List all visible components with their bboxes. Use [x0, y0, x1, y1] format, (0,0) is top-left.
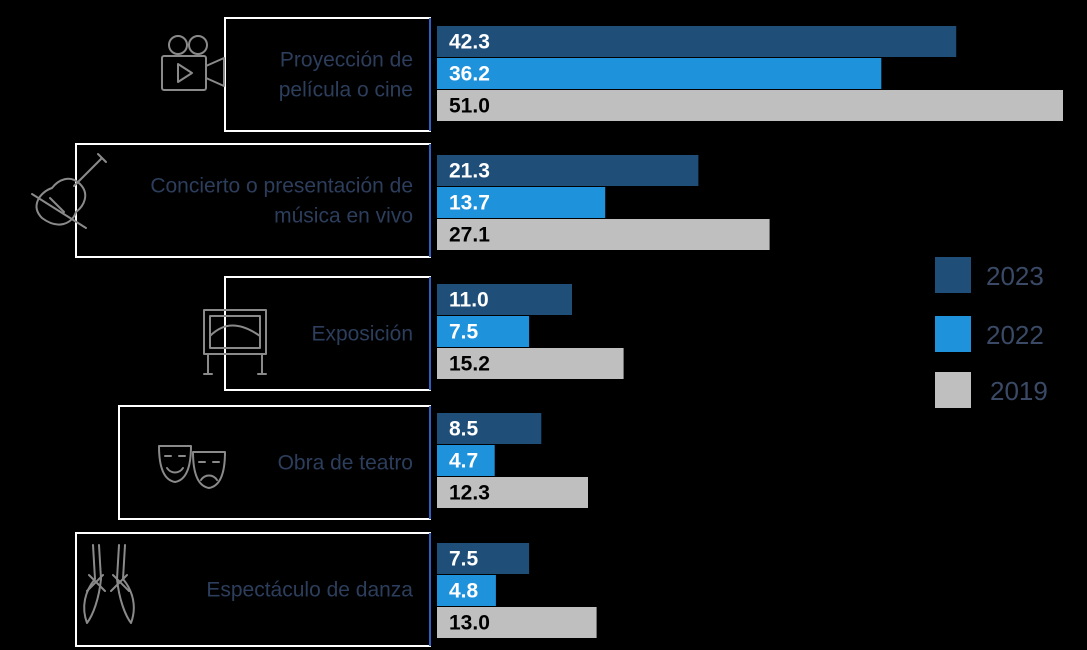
- value-label: 7.5: [449, 548, 479, 571]
- category-labels: Proyección de película o cine Concierto o …: [150, 49, 413, 602]
- value-label: 4.8: [449, 580, 479, 603]
- value-label: 13.7: [449, 192, 490, 215]
- legend: 2023 2022 2019: [935, 257, 1048, 408]
- value-label: 42.3: [449, 31, 490, 54]
- value-label: 11.0: [449, 289, 489, 312]
- category-label: música en vivo: [274, 205, 413, 228]
- legend-label: 2019: [990, 376, 1048, 406]
- bar-2019: [437, 219, 770, 250]
- bar-2022: [437, 187, 606, 218]
- value-label: 12.3: [449, 482, 490, 505]
- theater-masks-icon: [158, 445, 226, 489]
- bar-2019: [437, 607, 597, 638]
- bar-2019: [437, 90, 1063, 121]
- category-frame: [224, 17, 431, 132]
- value-label: 15.2: [449, 353, 490, 376]
- bar-2023: [437, 284, 572, 315]
- bar-2022: [437, 445, 495, 476]
- bar-2023: [437, 543, 530, 574]
- exhibition-frame-icon: [203, 309, 267, 375]
- bar-2022: [437, 316, 530, 347]
- category-frame: [75, 143, 431, 258]
- category-label: Obra de teatro: [278, 452, 413, 475]
- bar-2022: [437, 575, 496, 606]
- bar-2019: [437, 477, 588, 508]
- category-label: Concierto o presentación de: [150, 175, 413, 198]
- bar-2023: [437, 155, 699, 186]
- bar-2023: [437, 26, 957, 57]
- ballet-shoes-icon: [83, 544, 135, 624]
- legend-swatch-2019: [935, 372, 971, 408]
- value-label: 51.0: [449, 95, 490, 118]
- value-label: 36.2: [449, 63, 490, 86]
- category-label: Espectáculo de danza: [206, 579, 413, 602]
- value-label: 7.5: [449, 321, 479, 344]
- legend-swatch-2022: [935, 316, 971, 352]
- legend-swatch-2023: [935, 257, 971, 293]
- bar-2023: [437, 413, 542, 444]
- value-label: 4.7: [449, 450, 478, 473]
- bar-2019: [437, 348, 624, 379]
- bar-2022: [437, 58, 882, 89]
- legend-label: 2023: [986, 261, 1044, 291]
- value-label: 13.0: [449, 612, 490, 635]
- bars: 42.3 21.3 11.0 8.5 7.5 36.2 13.7 7.5 4.7 4.8 51.0 2…: [437, 26, 1063, 638]
- film-camera-icon: [161, 35, 225, 91]
- category-boxes: [75, 17, 431, 647]
- category-label: Exposición: [311, 323, 413, 346]
- value-label: 27.1: [449, 224, 490, 247]
- legend-label: 2022: [986, 320, 1044, 350]
- violin-icon: [31, 153, 107, 229]
- value-label: 8.5: [449, 418, 479, 441]
- value-label: 21.3: [449, 160, 490, 183]
- category-label: película o cine: [279, 79, 413, 102]
- category-label: Proyección de: [280, 49, 413, 72]
- category-icons: [31, 35, 267, 624]
